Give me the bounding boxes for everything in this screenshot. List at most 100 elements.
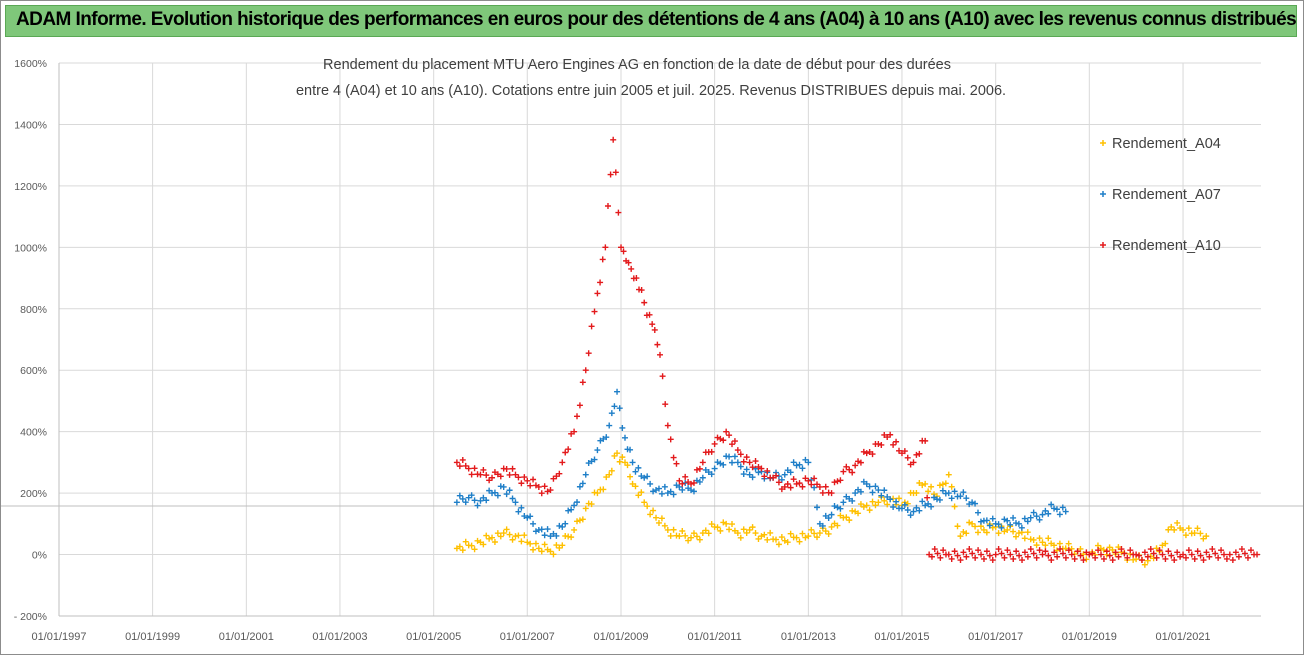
data-point <box>808 481 815 488</box>
data-point <box>740 526 747 533</box>
data-point <box>1015 520 1022 527</box>
data-point <box>594 490 601 497</box>
data-point <box>571 428 578 435</box>
data-point <box>916 450 923 457</box>
data-point <box>793 534 800 541</box>
data-point <box>828 511 835 518</box>
data-point <box>685 537 692 544</box>
data-point <box>518 480 525 487</box>
data-point <box>781 471 788 478</box>
data-point <box>530 520 537 527</box>
data-point <box>998 524 1005 531</box>
data-point <box>843 514 850 521</box>
data-point <box>1065 540 1072 547</box>
data-point <box>1244 554 1251 561</box>
legend-marker <box>1100 242 1106 248</box>
data-point <box>934 550 941 557</box>
data-point <box>1098 551 1104 558</box>
x-tick-label: 01/01/2001 <box>219 631 274 643</box>
data-point <box>607 171 614 178</box>
data-point <box>939 487 946 494</box>
data-point <box>746 526 753 533</box>
data-point <box>579 516 586 523</box>
data-point <box>1147 546 1154 553</box>
data-point <box>576 483 583 490</box>
data-point <box>811 484 818 491</box>
data-point <box>576 402 583 409</box>
data-point <box>1033 513 1040 520</box>
data-point <box>462 499 469 506</box>
data-point <box>568 534 575 541</box>
data-point <box>986 552 993 559</box>
data-point <box>913 451 920 458</box>
data-point <box>494 492 501 499</box>
data-point <box>627 473 634 480</box>
x-tick-label: 01/01/1997 <box>31 631 86 643</box>
data-point <box>651 326 658 333</box>
data-point <box>459 495 466 502</box>
data-point <box>793 462 800 469</box>
data-point <box>728 459 735 466</box>
data-point <box>1136 552 1143 559</box>
data-point <box>811 530 818 537</box>
report-banner: ADAM Informe. Evolution historique des p… <box>5 5 1297 37</box>
data-point <box>602 244 609 251</box>
data-point <box>664 422 671 429</box>
data-point <box>670 491 677 498</box>
data-point <box>1153 545 1160 552</box>
data-point <box>1036 535 1043 542</box>
data-point <box>1106 552 1113 559</box>
data-point <box>942 480 949 487</box>
data-point <box>632 483 639 490</box>
data-point <box>518 504 525 511</box>
data-point <box>1048 557 1055 564</box>
data-point <box>720 437 727 444</box>
data-point <box>591 308 598 315</box>
data-point <box>1153 554 1160 561</box>
data-point <box>532 540 539 547</box>
data-point <box>477 497 484 504</box>
data-point <box>1027 514 1034 521</box>
data-point <box>509 465 516 472</box>
chart-title-line: Rendement du placement MTU Aero Engines … <box>323 57 951 73</box>
data-point <box>562 520 569 527</box>
data-point <box>910 508 917 515</box>
data-point <box>875 487 882 494</box>
data-point <box>951 503 958 510</box>
data-point <box>644 503 651 510</box>
data-point <box>1074 548 1081 555</box>
data-point <box>893 438 900 445</box>
data-point <box>1033 554 1040 561</box>
data-point <box>506 471 513 478</box>
data-point <box>840 499 847 506</box>
data-point <box>855 510 862 517</box>
data-point <box>465 465 472 472</box>
data-point <box>600 486 607 493</box>
data-point <box>1218 547 1225 554</box>
data-point <box>975 547 982 554</box>
data-point <box>1039 511 1046 518</box>
data-point <box>708 448 715 455</box>
data-point <box>676 533 683 540</box>
data-point <box>509 536 516 543</box>
series-Rendement_A07 <box>453 388 1069 540</box>
data-point <box>948 483 955 490</box>
x-tick-label: 01/01/2007 <box>500 631 555 643</box>
data-point <box>972 523 979 530</box>
data-point <box>717 527 724 534</box>
data-point <box>503 526 510 533</box>
data-point <box>667 488 674 495</box>
data-point <box>749 464 756 471</box>
data-point <box>726 526 733 533</box>
data-point <box>957 557 964 564</box>
data-point <box>588 323 595 330</box>
data-point <box>860 448 867 455</box>
x-tick-label: 01/01/1999 <box>125 631 180 643</box>
data-point <box>831 503 838 510</box>
data-point <box>1071 555 1078 562</box>
data-point <box>574 413 581 420</box>
data-point <box>1168 552 1175 559</box>
data-point <box>594 447 601 454</box>
data-point <box>775 479 782 486</box>
data-point <box>726 432 733 439</box>
